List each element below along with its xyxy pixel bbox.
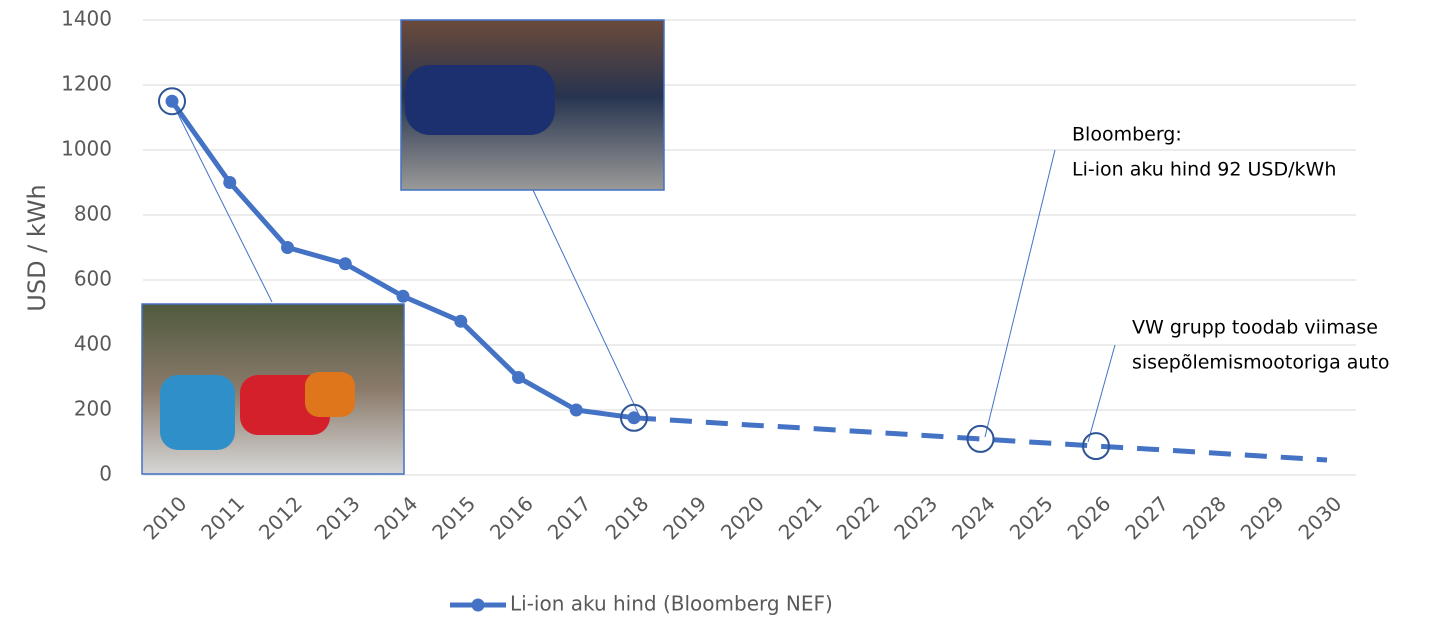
y-tick-label: 600 bbox=[74, 267, 112, 291]
photo-car-blue bbox=[160, 375, 235, 450]
data-point bbox=[166, 95, 179, 108]
x-tick-label: 2020 bbox=[716, 491, 769, 544]
x-tick-label: 2016 bbox=[485, 491, 538, 544]
x-tick-label: 2026 bbox=[1062, 491, 1115, 544]
y-tick-label: 1000 bbox=[61, 137, 112, 161]
y-tick-label: 1200 bbox=[61, 72, 112, 96]
data-point bbox=[339, 257, 352, 270]
data-point bbox=[223, 176, 236, 189]
y-tick-label: 0 bbox=[99, 462, 112, 486]
x-tick-label: 2029 bbox=[1236, 491, 1289, 544]
x-tick-label: 2021 bbox=[774, 491, 827, 544]
x-tick-label: 2017 bbox=[543, 491, 596, 544]
x-tick-label: 2014 bbox=[369, 491, 422, 544]
x-tick-label: 2011 bbox=[196, 491, 249, 544]
data-point bbox=[512, 371, 525, 384]
x-tick-label: 2018 bbox=[600, 491, 653, 544]
annotation-text: sisepõlemismootoriga auto bbox=[1132, 352, 1390, 374]
leader-line bbox=[1088, 345, 1115, 442]
annotation-text: VW grupp toodab viimase bbox=[1132, 317, 1378, 339]
x-tick-label: 2028 bbox=[1178, 491, 1231, 544]
page: 0 200 400 600 800 1000 1200 1400 USD / kWh 2010… bbox=[0, 0, 1447, 620]
x-tick-label: 2027 bbox=[1120, 491, 1173, 544]
x-tick-label: 2012 bbox=[254, 491, 307, 544]
x-tick-label: 2019 bbox=[658, 491, 711, 544]
projection-line bbox=[634, 418, 1327, 460]
y-tick-label: 800 bbox=[74, 202, 112, 226]
photos bbox=[142, 20, 664, 474]
leader-line bbox=[985, 150, 1055, 437]
legend-label: Li-ion aku hind (Bloomberg NEF) bbox=[510, 592, 833, 616]
y-axis-label: USD / kWh bbox=[23, 184, 51, 311]
y-tick-label: 1400 bbox=[61, 7, 112, 31]
x-tick-label: 2024 bbox=[947, 491, 1000, 544]
y-tick-label: 200 bbox=[74, 397, 112, 421]
legend-marker bbox=[472, 599, 485, 612]
annotation-text: Bloomberg: bbox=[1072, 124, 1182, 146]
x-tick-label: 2013 bbox=[312, 491, 365, 544]
x-tick-label: 2030 bbox=[1293, 491, 1346, 544]
leader-line bbox=[533, 190, 640, 417]
y-tick-label: 400 bbox=[74, 332, 112, 356]
x-tick-label: 2015 bbox=[427, 491, 480, 544]
photo-car-orange bbox=[305, 372, 355, 417]
x-tick-label: 2023 bbox=[889, 491, 942, 544]
leader-line bbox=[172, 102, 272, 302]
photo-car-tesla bbox=[405, 65, 555, 135]
annotation-text: Li-ion aku hind 92 USD/kWh bbox=[1072, 159, 1336, 181]
x-tick-label: 2010 bbox=[138, 491, 191, 544]
x-tick-label: 2025 bbox=[1005, 491, 1058, 544]
chart: 0 200 400 600 800 1000 1200 1400 USD / kWh 2010… bbox=[0, 0, 1447, 620]
data-point bbox=[454, 315, 467, 328]
data-point bbox=[570, 404, 583, 417]
x-tick-label: 2022 bbox=[831, 491, 884, 544]
data-point bbox=[281, 241, 294, 254]
data-point bbox=[397, 290, 410, 303]
